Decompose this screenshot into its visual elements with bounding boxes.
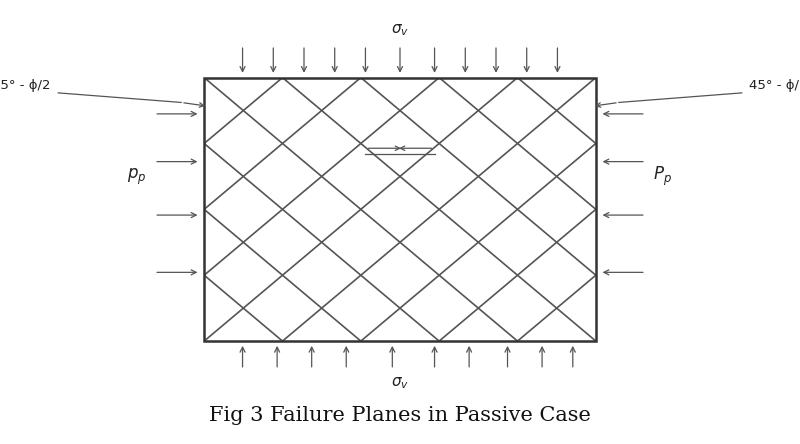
Text: 45° - ϕ/2: 45° - ϕ/2 xyxy=(750,79,800,92)
Bar xyxy=(204,78,596,341)
Text: 45° - ϕ/2: 45° - ϕ/2 xyxy=(0,79,50,92)
Text: $p_p$: $p_p$ xyxy=(127,167,146,187)
Text: $\sigma_v$: $\sigma_v$ xyxy=(391,376,409,391)
Text: $\sigma_v$: $\sigma_v$ xyxy=(391,22,409,38)
Text: Fig 3 Failure Planes in Passive Case: Fig 3 Failure Planes in Passive Case xyxy=(209,406,591,425)
Text: $P_p$: $P_p$ xyxy=(654,165,672,189)
